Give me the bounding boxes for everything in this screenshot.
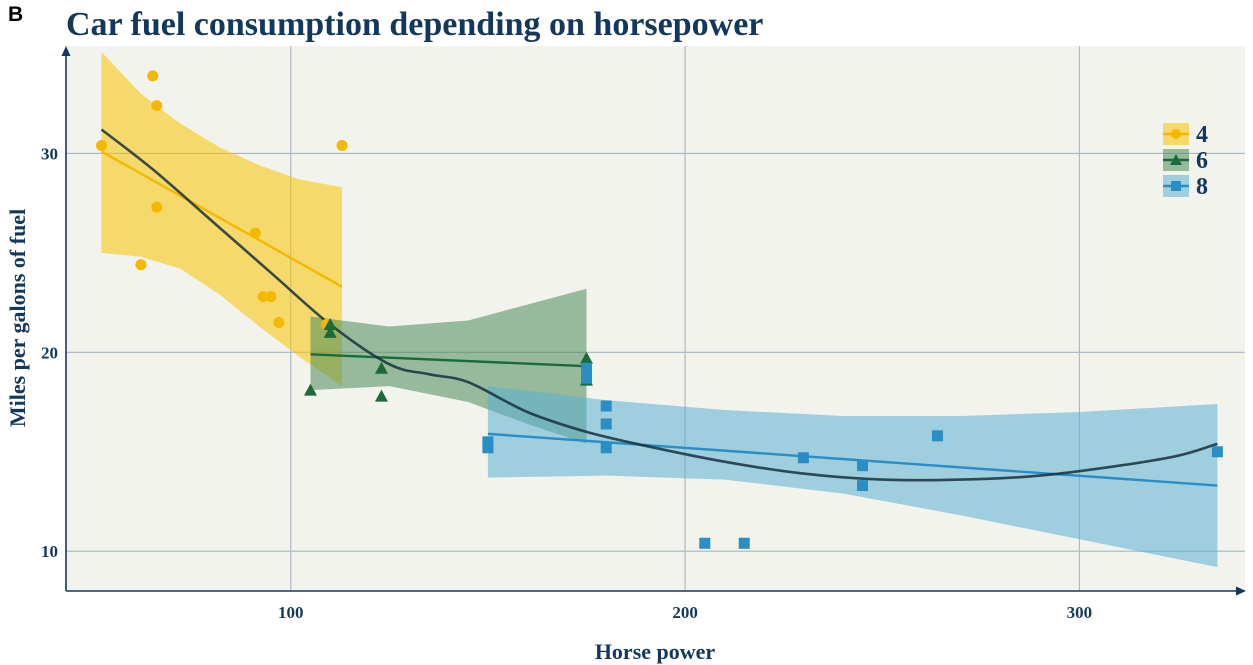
data-point-8 (797, 452, 809, 464)
legend: 468 (1163, 122, 1208, 200)
x-tick-label: 300 (1067, 603, 1093, 622)
data-point-6 (303, 383, 317, 396)
data-point-8 (600, 400, 612, 412)
fit-line-4 (100, 150, 343, 288)
overall-trend-line (100, 128, 1218, 482)
data-point-8 (738, 537, 750, 549)
legend-label-4: 4 (1196, 122, 1208, 148)
data-point-4 (135, 259, 147, 271)
data-point-8 (600, 442, 612, 454)
data-point-8 (931, 430, 943, 442)
axes (61, 46, 1246, 596)
data-point-8 (600, 418, 612, 430)
data-point-6 (323, 325, 337, 338)
data-point-6 (374, 361, 388, 374)
data-point-4 (95, 139, 107, 151)
data-point-6 (579, 351, 593, 364)
x-axis-title: Horse power (595, 639, 716, 664)
tick-labels: 100 200 300 10 20 30 (41, 144, 1092, 622)
data-point-8 (857, 480, 869, 492)
data-point-8 (482, 436, 494, 448)
y-axis-arrow (61, 46, 71, 56)
data-point-6 (374, 389, 388, 402)
data-point-4 (265, 291, 277, 303)
legend-marker-6 (1170, 154, 1182, 165)
legend-label-8: 8 (1196, 174, 1208, 200)
data-point-4 (273, 316, 285, 328)
data-point-8 (699, 537, 711, 549)
data-points (95, 70, 1223, 549)
panel-label: B (8, 3, 24, 26)
y-tick-label: 10 (41, 542, 58, 561)
legend-label-6: 6 (1196, 148, 1208, 174)
grid (66, 46, 1245, 591)
data-point-4 (249, 227, 261, 239)
fit-line-6 (310, 353, 587, 368)
data-point-4 (336, 139, 348, 151)
y-tick-label: 30 (41, 144, 58, 163)
data-point-8 (1211, 446, 1223, 458)
data-point-4 (257, 291, 269, 303)
x-tick-label: 200 (672, 603, 698, 622)
chart-title: Car fuel consumption depending on horsep… (66, 6, 764, 43)
x-axis-arrow (1236, 586, 1246, 596)
y-tick-label: 20 (41, 343, 58, 362)
data-point-8 (580, 372, 592, 384)
data-point-8 (580, 362, 592, 374)
legend-marker-4 (1171, 129, 1181, 139)
data-point-6 (323, 317, 337, 330)
x-tick-label: 100 (278, 603, 304, 622)
data-point-8 (482, 442, 494, 454)
data-point-4 (151, 201, 163, 213)
y-axis-title: Miles per galons of fuel (5, 209, 30, 427)
data-point-8 (857, 460, 869, 472)
data-point-4 (147, 70, 159, 82)
data-point-4 (151, 100, 163, 112)
confidence-band-8 (487, 386, 1218, 568)
legend-marker-8 (1171, 181, 1181, 191)
